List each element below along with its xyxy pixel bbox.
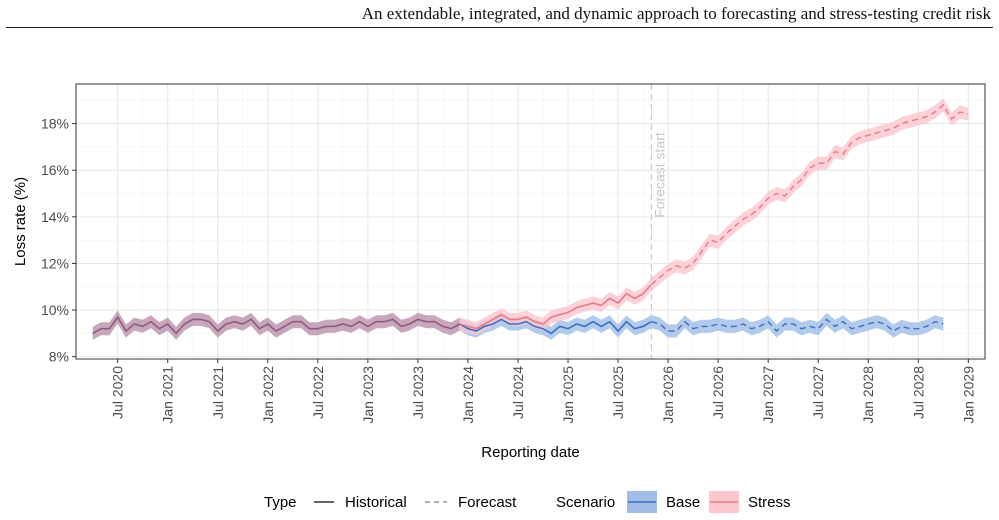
x-tick-label: Jan 2022 (260, 366, 276, 424)
x-tick-label: Jul 2026 (710, 366, 726, 419)
base-confidence-band (459, 312, 944, 340)
forecast-start-marker: Forecast start (650, 84, 667, 359)
x-tick-label: Jan 2026 (660, 366, 676, 424)
x-tick-label: Jan 2027 (760, 366, 776, 424)
x-tick-label: Jan 2029 (960, 366, 976, 424)
x-tick-label: Jul 2025 (610, 366, 626, 419)
x-tick-label: Jan 2028 (860, 366, 876, 424)
legend-historical-label: Historical (345, 494, 407, 511)
panel-border (75, 83, 986, 360)
y-tick-label: 18% (41, 116, 69, 132)
x-tick-label: Jan 2023 (360, 366, 376, 424)
x-tick-label: Jan 2024 (460, 366, 476, 424)
x-tick-label: Jan 2021 (160, 366, 176, 424)
x-tick-label: Jul 2027 (810, 366, 826, 419)
stress-confidence-band (459, 98, 969, 336)
legend-type-title: Type (264, 494, 297, 511)
y-tick-label: 16% (41, 162, 69, 178)
legend-base-label: Base (666, 494, 700, 511)
y-tick-label: 8% (49, 349, 69, 365)
x-tick-label: Jul 2024 (510, 366, 526, 419)
x-tick-label: Jul 2021 (210, 366, 226, 419)
stress-historical-line (459, 283, 652, 330)
y-axis: 8% 10% 12% 14% 16% 18% (41, 116, 76, 365)
legend: Type Historical Forecast Scenario Base S… (264, 491, 791, 513)
x-tick-label: Jul 2023 (410, 366, 426, 419)
y-tick-label: 12% (41, 255, 69, 271)
x-tick-label: Jul 2028 (910, 366, 926, 419)
y-axis-title: Loss rate (%) (12, 177, 29, 266)
stress-forecast-line (650, 103, 969, 285)
running-header: An extendable, integrated, and dynamic a… (361, 4, 991, 23)
series-layer (92, 98, 969, 340)
base-historical-line (459, 318, 652, 335)
legend-scenario-title: Scenario (556, 494, 615, 511)
x-axis-title: Reporting date (481, 444, 579, 461)
x-tick-label: Jan 2025 (560, 366, 576, 424)
legend-stress-label: Stress (748, 494, 791, 511)
y-tick-label: 14% (41, 209, 69, 225)
forecast-start-label: Forecast start (651, 132, 667, 218)
y-tick-label: 10% (41, 302, 69, 318)
overlap-historical-line (92, 315, 460, 335)
x-tick-label: Jul 2022 (310, 366, 326, 419)
x-tick-label: Jul 2020 (110, 366, 126, 419)
overlap-confidence-band (92, 310, 460, 340)
legend-forecast-label: Forecast (458, 494, 517, 511)
x-axis: Jul 2020 Jan 2021 Jul 2021 Jan 2022 Jul 2022… (110, 359, 976, 424)
header-rule (6, 27, 993, 28)
